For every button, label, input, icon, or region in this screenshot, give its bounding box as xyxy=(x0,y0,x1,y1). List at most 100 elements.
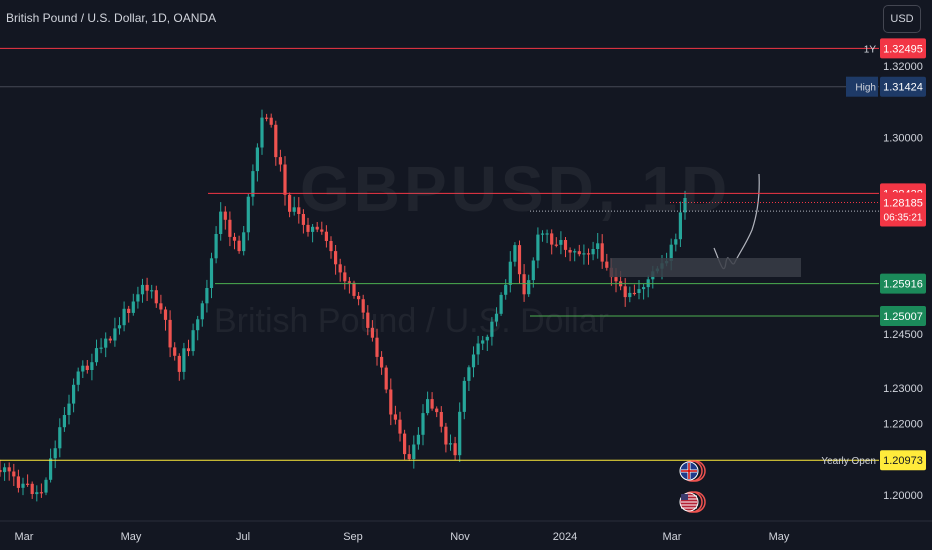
candle-body xyxy=(458,411,462,456)
candle-body xyxy=(614,277,618,282)
candle-body xyxy=(623,286,627,298)
candle-body xyxy=(531,260,535,281)
demand-zone-box xyxy=(610,258,801,277)
candle-body xyxy=(370,327,374,338)
candle-body xyxy=(637,289,641,293)
candle-body xyxy=(205,288,209,304)
candle-body xyxy=(591,249,595,255)
candle-body xyxy=(347,281,351,283)
candle-body xyxy=(58,427,62,449)
x-tick-label: Mar xyxy=(663,531,682,543)
candle-body xyxy=(274,124,278,158)
x-tick-label: Nov xyxy=(450,531,470,543)
candle-body xyxy=(288,194,292,212)
candle-body xyxy=(3,467,7,473)
candle-body xyxy=(540,233,545,235)
candle-body xyxy=(154,290,158,304)
candle-body xyxy=(536,234,540,261)
y-tick-label: 1.24500 xyxy=(883,329,923,341)
candle-body xyxy=(251,171,255,197)
candle-body xyxy=(209,258,214,288)
candle-body xyxy=(398,419,402,434)
candle-body xyxy=(403,433,407,455)
candle-body xyxy=(324,231,328,241)
candle-body xyxy=(628,292,632,298)
candle-body xyxy=(232,236,237,241)
candle-body xyxy=(108,338,112,341)
y-tick-label: 1.30000 xyxy=(883,133,923,145)
candle-body xyxy=(136,294,140,302)
candle-body xyxy=(559,240,563,245)
candle-body xyxy=(517,245,522,275)
candle-body xyxy=(67,403,71,415)
candle-body xyxy=(329,241,333,252)
level-tag-box xyxy=(846,76,878,97)
candle-body xyxy=(200,303,204,320)
candle-body xyxy=(150,290,154,292)
candle-body xyxy=(522,274,526,295)
candle-body xyxy=(467,367,471,381)
price-label: 1.25916 xyxy=(883,279,923,291)
candle-body xyxy=(30,483,34,494)
y-tick-label: 1.20000 xyxy=(883,490,923,502)
x-tick-label: May xyxy=(121,531,142,543)
x-tick-label: May xyxy=(769,531,790,543)
candle-body xyxy=(375,337,379,357)
candle-body xyxy=(471,354,476,368)
currency-button[interactable]: USD xyxy=(883,5,921,33)
candle-body xyxy=(453,443,457,456)
candle-body xyxy=(605,261,609,268)
candle-body xyxy=(586,253,591,255)
candle-body xyxy=(292,207,296,212)
candle-body xyxy=(476,343,480,355)
candle-body xyxy=(297,207,301,214)
candle-body xyxy=(21,483,25,488)
candle-body xyxy=(131,301,135,313)
candle-body xyxy=(357,295,361,300)
candle-body xyxy=(159,303,163,310)
candle-body xyxy=(600,243,604,262)
candle-body xyxy=(173,347,177,356)
candle-body xyxy=(632,292,636,295)
candle-body xyxy=(389,389,393,415)
level-tag: 1Y xyxy=(864,44,877,55)
candle-body xyxy=(62,415,66,428)
candle-body xyxy=(366,312,370,328)
x-tick-label: 2024 xyxy=(553,531,577,543)
flag-canton xyxy=(681,494,688,500)
watermark-symbol: GBPUSD, 1D xyxy=(300,153,732,225)
candle-body xyxy=(113,328,117,341)
candle-body xyxy=(90,362,94,370)
candle-body xyxy=(145,284,149,291)
candle-body xyxy=(177,355,181,372)
candle-body xyxy=(504,284,508,295)
price-label-box xyxy=(880,76,926,97)
y-tick-label: 1.23000 xyxy=(883,383,923,395)
candle-body xyxy=(334,251,338,265)
candle-body xyxy=(269,117,273,125)
price-label: 1.32495 xyxy=(883,43,923,55)
candle-body xyxy=(439,412,443,427)
candle-body xyxy=(563,240,568,250)
x-tick-label: Mar xyxy=(15,531,34,543)
candle-body xyxy=(219,211,223,234)
candle-body xyxy=(49,458,53,480)
candle-body xyxy=(53,448,57,459)
candle-body xyxy=(430,399,434,409)
candle-body xyxy=(214,234,218,259)
candle-body xyxy=(301,214,305,225)
candle-body xyxy=(513,245,517,262)
candle-body xyxy=(182,348,186,372)
last-price-box xyxy=(880,192,926,227)
candle-body xyxy=(435,408,439,413)
candle-body xyxy=(278,157,282,165)
last-price-label: 1.28185 xyxy=(883,198,923,210)
watermark-name: British Pound / U.S. Dollar xyxy=(214,302,609,340)
candle-body xyxy=(573,251,577,253)
candle-body xyxy=(168,319,172,348)
candle-body xyxy=(242,232,246,252)
candle-body xyxy=(416,434,420,445)
price-label-box xyxy=(880,273,926,294)
candle-body xyxy=(237,240,241,252)
